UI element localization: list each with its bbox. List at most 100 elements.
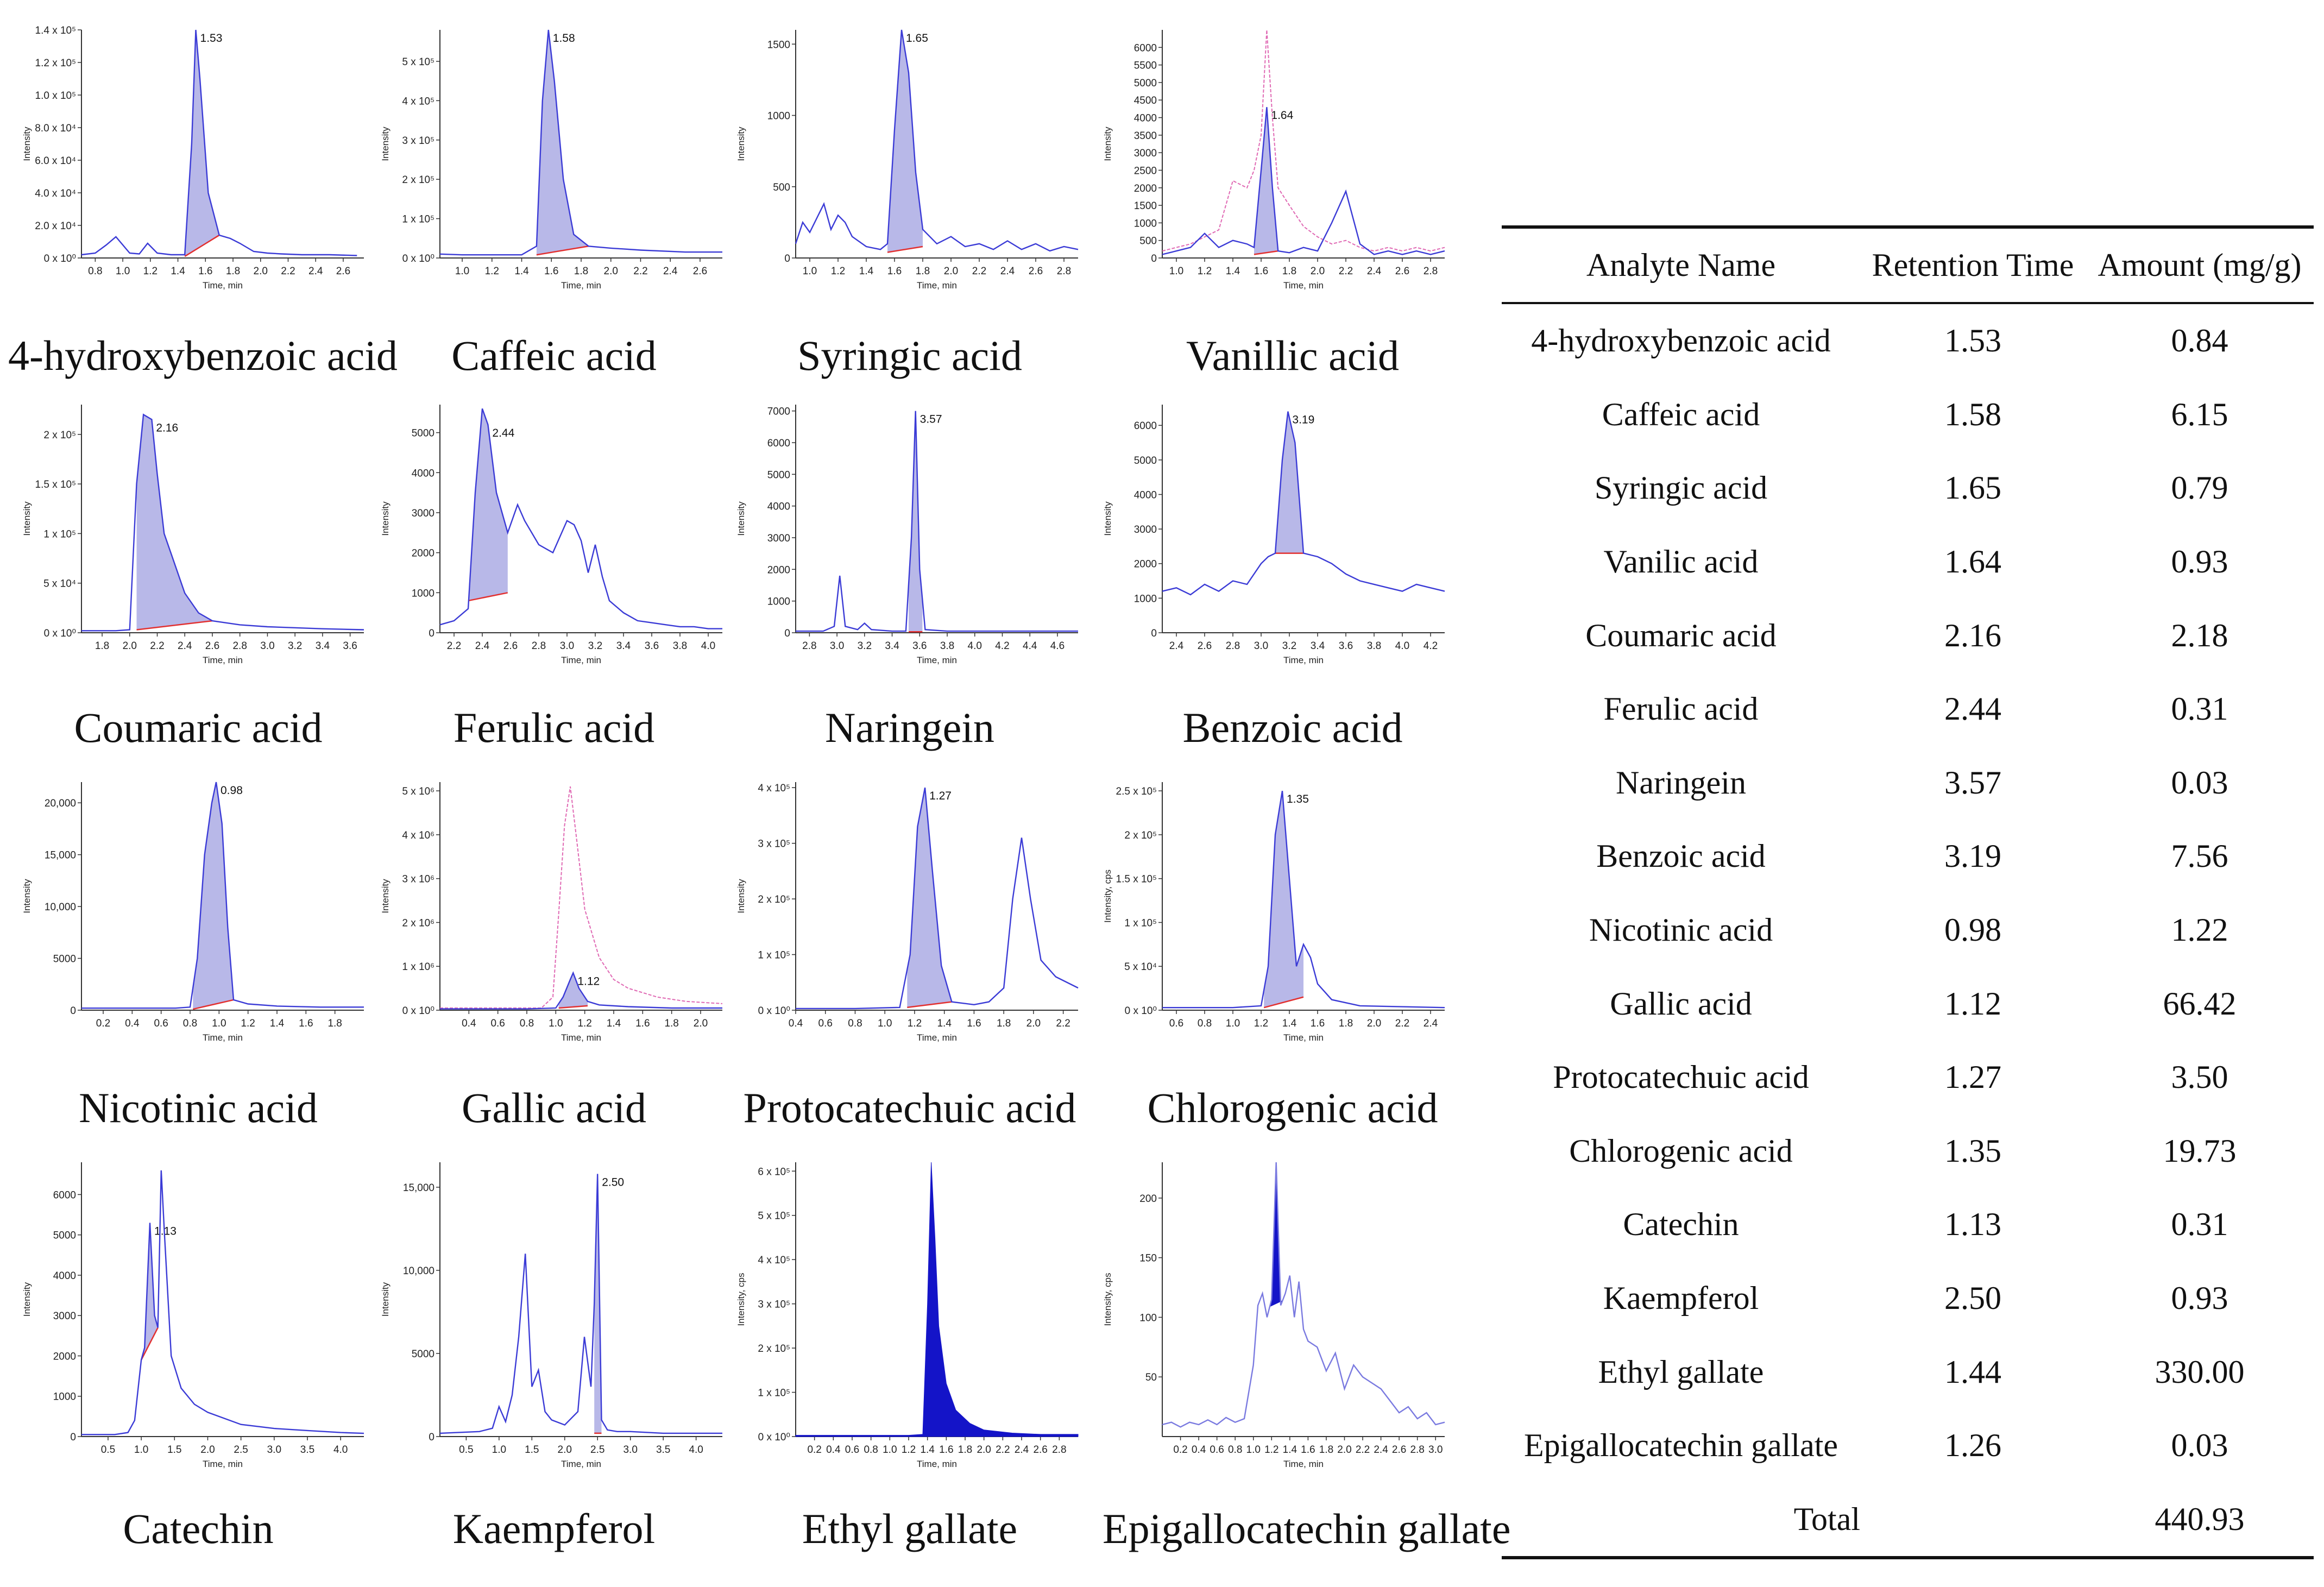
peak-area xyxy=(887,30,923,253)
analyte-name-cell: Coumaric acid xyxy=(1585,617,1777,653)
x-tick-label: 0.2 xyxy=(807,1444,821,1456)
x-tick-label: 3.6 xyxy=(343,640,357,652)
x-tick-label: 1.6 xyxy=(299,1018,313,1029)
x-tick-label: 2.0 xyxy=(1337,1444,1351,1456)
x-tick-label: 2.8 xyxy=(1226,640,1240,652)
series-line-trace xyxy=(81,29,357,256)
y-tick-label: 1 x 10⁵ xyxy=(758,1388,790,1399)
x-tick-label: 2.0 xyxy=(1026,1018,1041,1029)
y-tick-label: 2000 xyxy=(1134,183,1157,194)
y-axis-title: Intensity xyxy=(22,501,32,536)
chart-vanillic-acid: 1.0 1.2 1.4 1.6 1.8 2.0 2.2 2.4 2.6 2.8 0 500 1000 15… xyxy=(1103,29,1445,291)
x-tick-label: 1.8 xyxy=(958,1444,972,1456)
x-tick-label: 2.8 xyxy=(1424,266,1438,277)
x-tick-label: 1.0 xyxy=(878,1018,892,1029)
x-tick-label: 0.5 xyxy=(459,1444,473,1456)
x-tick-label: 2.4 xyxy=(1367,266,1382,277)
x-tick-label: 3.4 xyxy=(885,640,899,652)
y-tick-label: 0 x 10⁰ xyxy=(44,628,76,639)
y-tick-label: 3000 xyxy=(412,508,434,519)
peak-baseline xyxy=(536,245,589,256)
x-tick-label: 3.5 xyxy=(300,1444,314,1456)
chart-caption: Gallic acid xyxy=(462,1084,646,1131)
y-tick-label: 2000 xyxy=(1134,559,1157,570)
series-line-trace xyxy=(81,413,364,632)
x-tick-label: 2.0 xyxy=(1367,1018,1381,1029)
y-axis-title: Intensity, cps xyxy=(1103,1273,1113,1326)
x-tick-label: 4.4 xyxy=(1023,640,1037,652)
peak-baseline xyxy=(184,234,220,257)
x-axis-title: Time, min xyxy=(561,655,601,665)
x-tick-label: 3.6 xyxy=(645,640,659,652)
x-tick-label: 0.6 xyxy=(818,1018,833,1029)
y-tick-label: 10,000 xyxy=(45,902,76,913)
x-tick-label: 2.4 xyxy=(178,640,192,652)
peak-retention-label: 3.19 xyxy=(1292,414,1314,426)
x-tick-label: 1.2 xyxy=(1264,1444,1278,1456)
y-axis-title: Intensity xyxy=(380,1282,391,1317)
peak-area xyxy=(193,783,234,1010)
chart-ferulic-acid: 2.2 2.4 2.6 2.8 3.0 3.2 3.4 3.6 3.8 4.0 0 1000 2000 3… xyxy=(380,405,722,665)
x-axis-title: Time, min xyxy=(917,655,957,665)
x-tick-label: 2.6 xyxy=(1029,266,1043,277)
x-tick-label: 2.4 xyxy=(663,266,678,277)
y-axis-title: Intensity xyxy=(1103,501,1113,536)
y-tick-label: 5000 xyxy=(1134,455,1157,467)
x-axis-title: Time, min xyxy=(1283,1032,1324,1043)
y-tick-label: 4000 xyxy=(1134,113,1157,124)
analyte-name-cell: Catechin xyxy=(1623,1206,1739,1243)
table-row: Ethyl gallate 1.44 330.00 xyxy=(1502,1335,2314,1409)
x-tick-label: 1.2 xyxy=(241,1018,255,1029)
x-tick-label: 2.0 xyxy=(604,266,618,277)
y-tick-label: 6000 xyxy=(1134,420,1157,432)
retention-time-cell: 1.27 xyxy=(1944,1059,2001,1095)
retention-time-cell: 0.98 xyxy=(1944,912,2001,948)
x-tick-label: 1.8 xyxy=(327,1018,342,1029)
x-tick-label: 2.4 xyxy=(1374,1444,1388,1456)
chart-caption: 4-hydroxybenzoic acid xyxy=(8,332,398,379)
x-tick-label: 1.2 xyxy=(902,1444,916,1456)
x-tick-label: 4.2 xyxy=(995,640,1009,652)
peak-area xyxy=(1264,794,1303,1008)
x-tick-label: 0.8 xyxy=(1228,1444,1242,1456)
x-tick-label: 2.0 xyxy=(944,266,958,277)
amount-cell: 6.15 xyxy=(2171,396,2228,432)
amount-cell: 0.93 xyxy=(2171,544,2228,580)
results-table: Analyte Name Retention Time Amount (mg/g… xyxy=(1502,225,2314,1560)
peak-area xyxy=(907,788,952,1007)
x-tick-label: 1.6 xyxy=(939,1444,953,1456)
peak-retention-label: 1.65 xyxy=(906,32,928,45)
x-tick-label: 3.8 xyxy=(673,640,687,652)
x-tick-label: 3.0 xyxy=(623,1444,637,1456)
series-line-trace xyxy=(81,1170,364,1435)
y-tick-label: 1000 xyxy=(53,1391,76,1403)
y-tick-label: 6000 xyxy=(767,438,790,449)
series-line-trace xyxy=(796,411,1078,632)
y-tick-label: 2 x 10⁵ xyxy=(758,1343,790,1355)
chart-caption: Chlorogenic acid xyxy=(1147,1084,1438,1131)
peak-area xyxy=(909,411,923,632)
x-tick-label: 0.6 xyxy=(154,1018,168,1029)
y-tick-label: 0 xyxy=(784,253,790,264)
peak-baseline xyxy=(193,999,234,1010)
x-tick-label: 2.2 xyxy=(633,266,647,277)
x-tick-label: 0.2 xyxy=(96,1018,110,1029)
y-tick-label: 50 xyxy=(1145,1372,1157,1383)
x-tick-label: 2.2 xyxy=(996,1444,1010,1456)
x-tick-label: 0.4 xyxy=(826,1444,841,1456)
y-axis-title: Intensity xyxy=(22,1282,32,1317)
x-tick-label: 3.4 xyxy=(616,640,631,652)
y-tick-label: 5 x 10⁴ xyxy=(1124,961,1157,973)
y-tick-label: 0 xyxy=(1151,253,1157,264)
chart-caption: Vanillic acid xyxy=(1186,332,1400,379)
chart-epigallocatechin-gallate: 0.2 0.4 0.6 0.8 1.0 1.2 1.4 1.6 1.8 2.0 2.2 2.4 2.6 2… xyxy=(1103,1162,1445,1469)
x-tick-label: 2.2 xyxy=(1356,1444,1370,1456)
retention-time-cell: 2.16 xyxy=(1944,617,2001,653)
x-tick-label: 1.2 xyxy=(1198,266,1212,277)
x-tick-label: 2.6 xyxy=(693,266,707,277)
y-tick-label: 0 x 10⁰ xyxy=(402,253,434,264)
x-tick-label: 1.4 xyxy=(514,266,529,277)
peak-retention-label: 1.35 xyxy=(1287,793,1309,805)
x-tick-label: 0.8 xyxy=(520,1018,534,1029)
amount-cell: 66.42 xyxy=(2163,985,2237,1022)
